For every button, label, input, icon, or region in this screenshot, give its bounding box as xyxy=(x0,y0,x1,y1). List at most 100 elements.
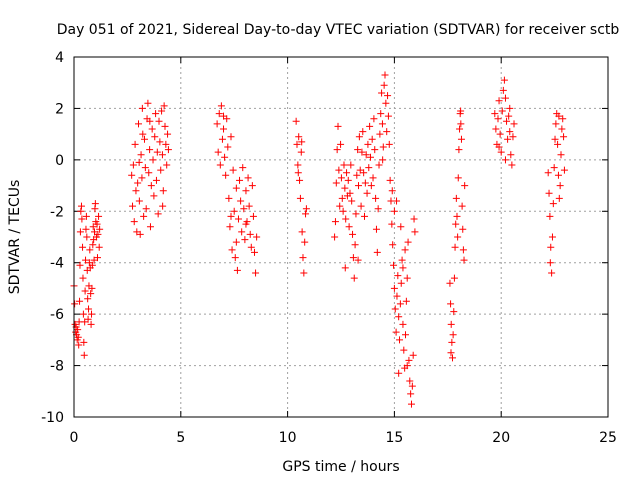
data-point xyxy=(215,110,223,118)
data-point xyxy=(89,241,97,249)
data-point xyxy=(128,171,136,179)
data-point xyxy=(447,349,455,357)
data-point xyxy=(296,194,304,202)
data-point xyxy=(369,174,377,182)
data-point xyxy=(510,120,518,128)
y-axis-label: SDTVAR / TECUs xyxy=(7,180,23,295)
data-point xyxy=(459,246,467,254)
data-point xyxy=(220,112,228,120)
data-point xyxy=(155,117,163,125)
data-point xyxy=(366,122,374,130)
data-point xyxy=(131,140,139,148)
data-point xyxy=(337,174,345,182)
y-tick-label: 4 xyxy=(55,50,64,66)
data-point xyxy=(377,110,385,118)
data-point xyxy=(400,346,408,354)
data-point xyxy=(337,140,345,148)
data-point xyxy=(454,174,462,182)
data-point xyxy=(390,284,398,292)
data-point xyxy=(302,210,310,218)
data-point xyxy=(339,207,347,215)
data-point xyxy=(365,164,373,172)
data-point xyxy=(77,207,85,215)
chart-title: Day 051 of 2021, Sidereal Day-to-day VTE… xyxy=(57,22,620,38)
data-point xyxy=(242,187,250,195)
data-point xyxy=(364,140,372,148)
data-point xyxy=(399,320,407,328)
data-point xyxy=(454,233,462,241)
data-point xyxy=(390,207,398,215)
data-point xyxy=(139,130,147,138)
data-point xyxy=(158,151,166,159)
data-point xyxy=(382,99,390,107)
data-point xyxy=(76,261,84,269)
x-tick-label: 15 xyxy=(385,430,403,446)
data-point xyxy=(393,197,401,205)
data-point xyxy=(301,238,309,246)
data-point xyxy=(135,120,143,128)
data-point xyxy=(302,205,310,213)
data-point xyxy=(76,228,84,236)
data-point xyxy=(376,130,384,138)
data-point xyxy=(501,156,509,164)
data-point xyxy=(247,243,255,251)
data-point xyxy=(402,331,410,339)
data-point xyxy=(350,274,358,282)
axis-ticks: 0 5 10 15 20 25 -10 -8 -6 -4 -2 0 2 4 xyxy=(41,50,617,446)
data-point xyxy=(496,130,504,138)
data-point xyxy=(346,189,354,197)
data-point xyxy=(76,297,84,305)
data-point xyxy=(91,200,99,208)
data-point xyxy=(88,310,96,318)
data-point xyxy=(222,171,230,179)
data-point xyxy=(461,182,469,190)
data-point xyxy=(452,194,460,202)
data-point xyxy=(408,382,416,390)
data-point xyxy=(129,161,137,169)
data-point xyxy=(384,92,392,100)
data-point xyxy=(507,151,515,159)
data-point xyxy=(409,351,417,359)
data-point xyxy=(452,220,460,228)
data-point xyxy=(386,176,394,184)
data-point xyxy=(371,146,379,154)
data-point xyxy=(246,230,254,238)
data-point xyxy=(95,212,103,220)
data-point xyxy=(397,279,405,287)
data-point xyxy=(546,212,554,220)
data-point xyxy=(557,151,565,159)
data-point xyxy=(237,197,245,205)
data-point xyxy=(450,308,458,316)
data-point xyxy=(297,148,305,156)
data-point xyxy=(391,305,399,313)
data-point xyxy=(506,128,514,136)
data-point xyxy=(360,212,368,220)
grid-lines xyxy=(74,57,608,417)
data-point xyxy=(354,256,362,264)
data-point xyxy=(395,369,403,377)
data-point xyxy=(501,94,509,102)
x-tick-label: 0 xyxy=(70,430,79,446)
data-point xyxy=(220,125,228,133)
data-point xyxy=(142,205,150,213)
data-point xyxy=(393,292,401,300)
data-point xyxy=(447,320,455,328)
data-point xyxy=(151,133,159,141)
data-point xyxy=(132,187,140,195)
data-point xyxy=(331,218,339,226)
data-point xyxy=(164,130,172,138)
data-point xyxy=(560,133,568,141)
data-point xyxy=(295,133,303,141)
data-point xyxy=(232,238,240,246)
data-point xyxy=(366,153,374,161)
data-point xyxy=(240,205,248,213)
data-point xyxy=(226,223,234,231)
data-point xyxy=(379,143,387,151)
data-point xyxy=(231,254,239,262)
data-point xyxy=(336,202,344,210)
data-point xyxy=(552,120,560,128)
data-point xyxy=(80,338,88,346)
data-point xyxy=(341,264,349,272)
data-point xyxy=(450,274,458,282)
data-point xyxy=(449,331,457,339)
